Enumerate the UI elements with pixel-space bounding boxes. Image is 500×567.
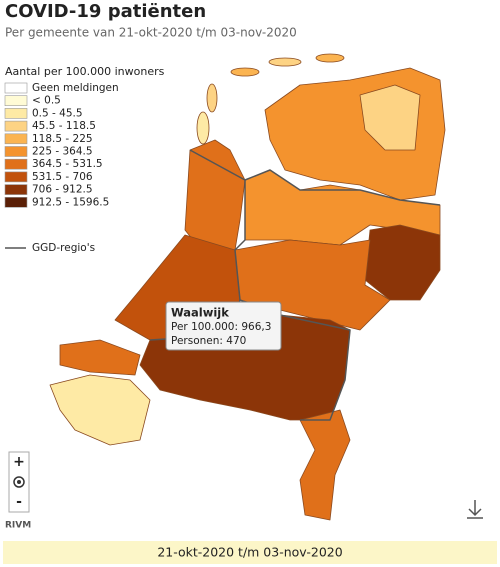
title: COVID-19 patiënten [5, 1, 206, 22]
legend-swatch [4, 95, 28, 106]
zoom-out[interactable]: - [16, 494, 22, 510]
tooltip-line: Per 100.000: 966,3 [171, 321, 271, 333]
legend-swatch [4, 108, 28, 119]
source: RIVM [5, 521, 31, 531]
region [206, 83, 218, 113]
tooltip-title: Waalwijk [171, 306, 229, 320]
region [359, 84, 421, 151]
legend-swatch [4, 158, 28, 170]
zoom-controls: + - [8, 451, 30, 513]
tooltip: Waalwijk Per 100.000: 966,3 Personen: 47… [165, 301, 282, 351]
legend-swatch [4, 171, 28, 183]
legend-swatch [4, 146, 28, 157]
legend-label: 706 - 912.5 [32, 184, 93, 196]
legend-swatch [4, 133, 28, 145]
legend-label: 531.5 - 706 [32, 171, 93, 183]
region [299, 409, 351, 521]
legend: Aantal per 100.000 inwoners GGD-regio's … [4, 65, 165, 254]
ggd-legend-label: GGD-regio's [32, 242, 95, 254]
legend-swatch [4, 197, 28, 208]
legend-swatch [4, 184, 28, 195]
map [49, 53, 446, 521]
ggd-border [244, 169, 441, 206]
tooltip-box [165, 301, 282, 351]
region [196, 111, 210, 145]
region [364, 224, 441, 301]
region [315, 53, 345, 63]
tooltip-line: Personen: 470 [171, 335, 246, 347]
legend-swatch [4, 82, 28, 94]
footer-bar [3, 541, 497, 564]
legend-swatch [4, 120, 28, 132]
region [49, 374, 151, 446]
region [230, 67, 260, 77]
subtitle: Per gemeente van 21-okt-2020 t/m 03-nov-… [5, 26, 297, 40]
legend-label: 45.5 - 118.5 [32, 120, 96, 132]
region [59, 339, 141, 376]
download-button[interactable] [467, 500, 483, 519]
legend-label: 118.5 - 225 [32, 133, 93, 145]
reset-icon [17, 480, 21, 484]
legend-label: 364.5 - 531.5 [32, 158, 103, 170]
legend-title: Aantal per 100.000 inwoners [5, 65, 165, 78]
legend-label: Geen meldingen [32, 82, 119, 94]
legend-label: 0.5 - 45.5 [32, 107, 83, 119]
region [264, 67, 446, 201]
legend-label: 912.5 - 1596.5 [32, 196, 109, 208]
region [268, 57, 302, 67]
zoom-in[interactable]: + [13, 454, 25, 470]
legend-label: < 0.5 [32, 95, 61, 107]
legend-label: 225 - 364.5 [32, 146, 93, 158]
download-icon [467, 500, 483, 519]
footer-date: 21-okt-2020 t/m 03-nov-2020 [157, 545, 342, 560]
reset-button[interactable] [13, 476, 25, 488]
